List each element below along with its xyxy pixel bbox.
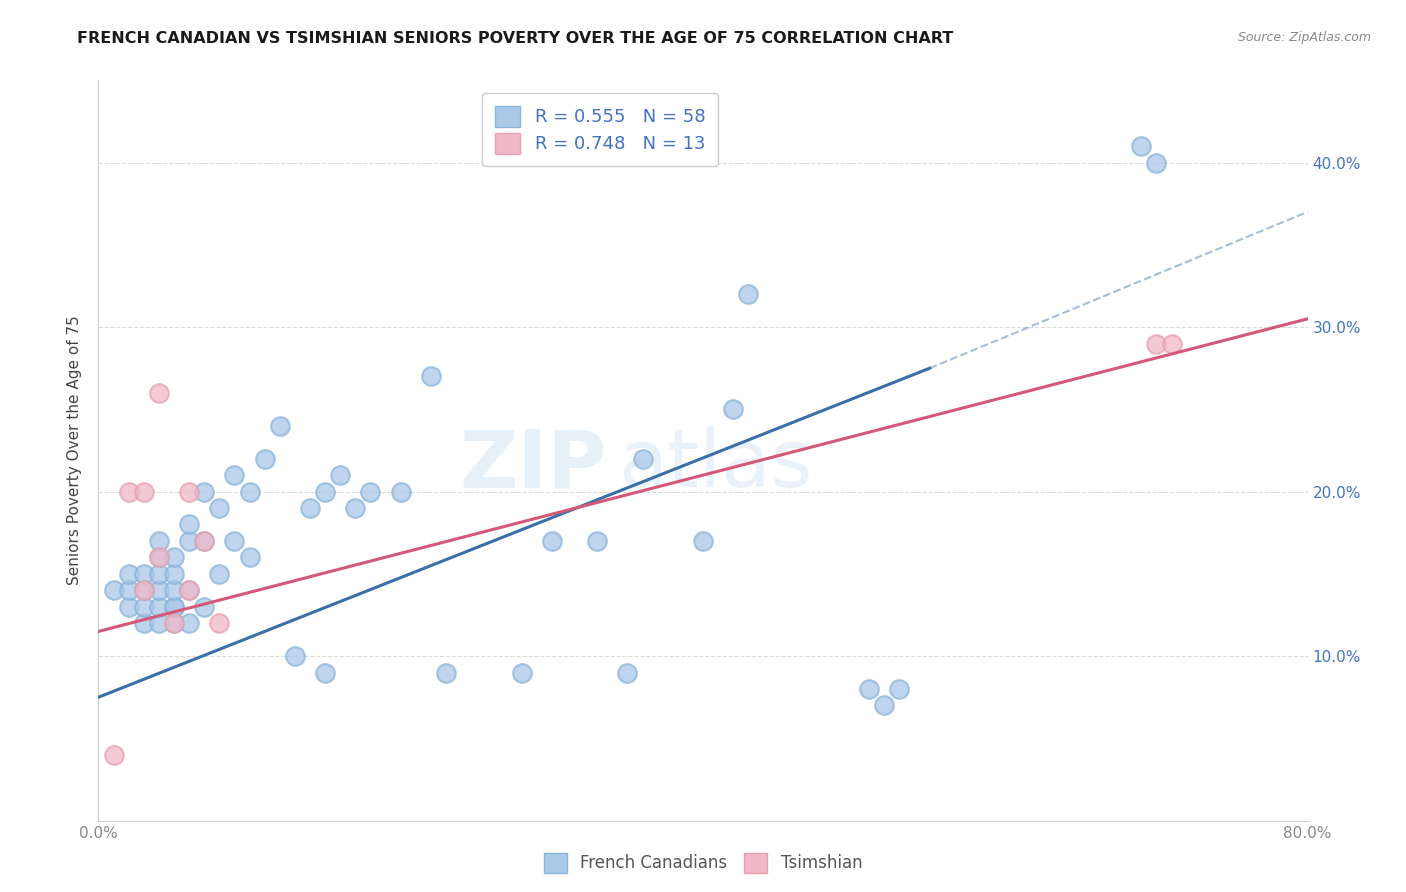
Point — [314, 665, 336, 680]
Point — [360, 484, 382, 499]
Point — [193, 533, 215, 548]
Point — [193, 599, 215, 614]
Point — [118, 583, 141, 598]
Point — [132, 583, 155, 598]
Point — [163, 583, 186, 598]
Point — [253, 451, 276, 466]
Point — [132, 484, 155, 499]
Point — [148, 616, 170, 631]
Point — [163, 550, 186, 565]
Point — [148, 385, 170, 400]
Point — [132, 616, 155, 631]
Point — [148, 566, 170, 581]
Point — [118, 484, 141, 499]
Point — [148, 550, 170, 565]
Point — [314, 484, 336, 499]
Point — [208, 566, 231, 581]
Point — [540, 533, 562, 548]
Point — [889, 681, 911, 696]
Point — [163, 616, 186, 631]
Point — [179, 533, 201, 548]
Text: Source: ZipAtlas.com: Source: ZipAtlas.com — [1237, 31, 1371, 45]
Point — [179, 583, 201, 598]
Point — [148, 550, 170, 565]
Point — [118, 566, 141, 581]
Point — [299, 501, 322, 516]
Point — [434, 665, 457, 680]
Point — [631, 451, 654, 466]
Point — [1144, 155, 1167, 169]
Point — [586, 533, 609, 548]
Point — [179, 583, 201, 598]
Y-axis label: Seniors Poverty Over the Age of 75: Seniors Poverty Over the Age of 75 — [67, 316, 83, 585]
Legend: French Canadians, Tsimshian: French Canadians, Tsimshian — [537, 847, 869, 880]
Point — [208, 501, 231, 516]
Point — [737, 287, 759, 301]
Point — [224, 533, 246, 548]
Point — [118, 599, 141, 614]
Point — [193, 484, 215, 499]
Point — [1160, 336, 1182, 351]
Point — [692, 533, 714, 548]
Point — [858, 681, 880, 696]
Point — [723, 402, 745, 417]
Point — [1130, 139, 1153, 153]
Point — [179, 517, 201, 532]
Point — [420, 369, 443, 384]
Point — [148, 533, 170, 548]
Point — [132, 583, 155, 598]
Point — [329, 468, 352, 483]
Text: FRENCH CANADIAN VS TSIMSHIAN SENIORS POVERTY OVER THE AGE OF 75 CORRELATION CHAR: FRENCH CANADIAN VS TSIMSHIAN SENIORS POV… — [77, 31, 953, 46]
Point — [103, 583, 125, 598]
Point — [239, 550, 262, 565]
Point — [239, 484, 262, 499]
Point — [179, 484, 201, 499]
Point — [163, 599, 186, 614]
Point — [132, 566, 155, 581]
Point — [148, 583, 170, 598]
Point — [163, 599, 186, 614]
Point — [284, 649, 307, 664]
Point — [148, 599, 170, 614]
Point — [163, 616, 186, 631]
Point — [510, 665, 533, 680]
Point — [163, 566, 186, 581]
Point — [103, 747, 125, 762]
Point — [224, 468, 246, 483]
Text: atlas: atlas — [619, 426, 813, 504]
Point — [179, 616, 201, 631]
Point — [132, 599, 155, 614]
Point — [269, 418, 291, 433]
Legend: R = 0.555   N = 58, R = 0.748   N = 13: R = 0.555 N = 58, R = 0.748 N = 13 — [482, 93, 718, 166]
Point — [1144, 336, 1167, 351]
Point — [873, 698, 896, 713]
Point — [616, 665, 638, 680]
Point — [344, 501, 367, 516]
Point — [193, 533, 215, 548]
Point — [389, 484, 412, 499]
Point — [208, 616, 231, 631]
Text: ZIP: ZIP — [458, 426, 606, 504]
